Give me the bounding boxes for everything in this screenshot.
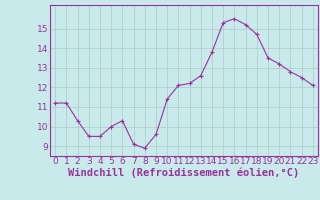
X-axis label: Windchill (Refroidissement éolien,°C): Windchill (Refroidissement éolien,°C) <box>68 168 300 178</box>
